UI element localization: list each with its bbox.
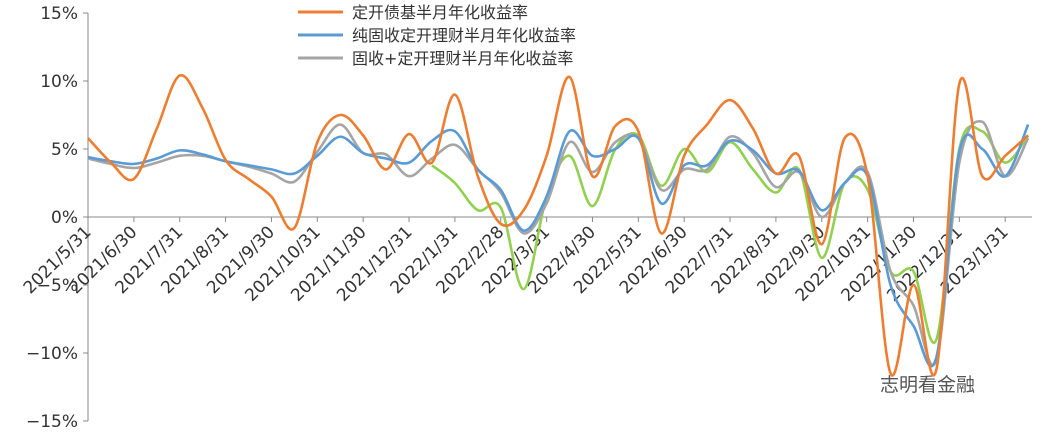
y-tick-label: 0% xyxy=(51,208,78,228)
y-tick-label: −5% xyxy=(37,276,78,296)
watermark: 志明看金融 xyxy=(880,374,975,396)
y-tick-label: −15% xyxy=(26,412,78,432)
line-series xyxy=(87,74,1029,377)
line-series xyxy=(87,119,1030,367)
y-tick-label: 5% xyxy=(51,140,78,160)
y-tick-label: 15% xyxy=(40,4,78,24)
y-tick-label: 10% xyxy=(40,72,78,92)
legend-text: 定开债基半月年化收益率 xyxy=(352,3,528,22)
line-series xyxy=(87,123,1030,368)
y-tick-label: −10% xyxy=(26,344,78,364)
legend-text: 固收+定开理财半月年化收益率 xyxy=(352,49,573,68)
line-series xyxy=(431,125,1030,344)
legend-text: 纯固收定开理财半月年化收益率 xyxy=(352,26,576,45)
